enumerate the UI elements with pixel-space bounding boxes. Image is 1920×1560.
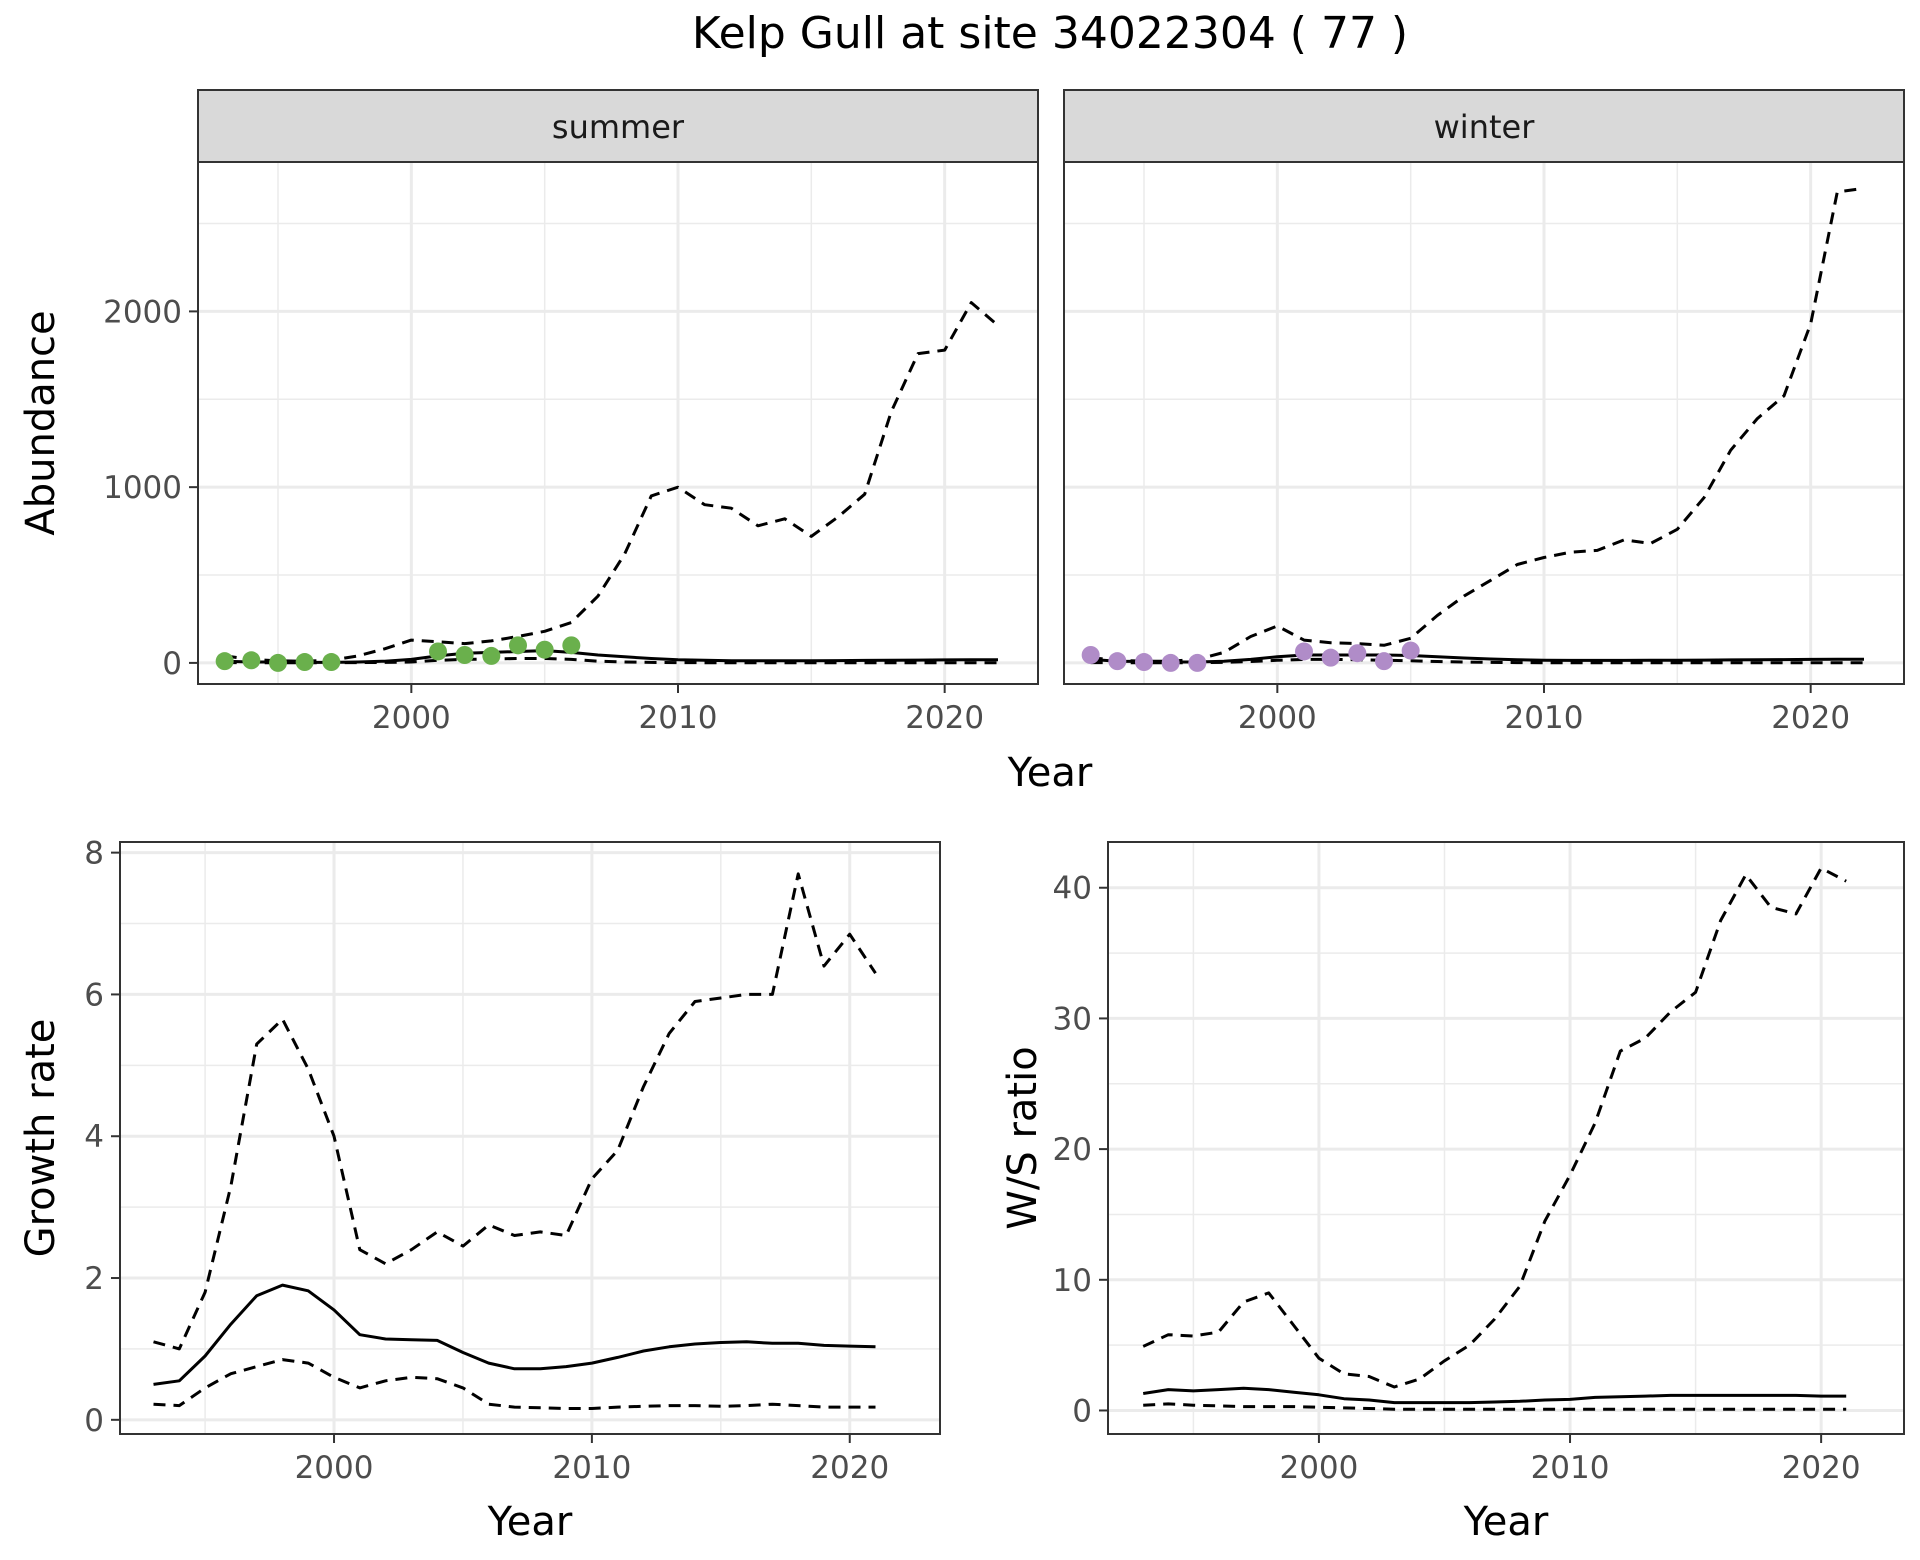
y-tick-label: 6 <box>84 977 104 1013</box>
y-tick-label: 2000 <box>103 294 182 330</box>
observed-point <box>1081 646 1100 664</box>
observed-point <box>1401 641 1420 660</box>
observed-point <box>242 651 261 670</box>
series-estimate-line <box>1142 1386 1847 1405</box>
y-tick-label: 10 <box>1053 1263 1092 1299</box>
x-tick-label: 2000 <box>295 1450 374 1486</box>
observed-point <box>1348 644 1367 663</box>
x-axis-title: Year <box>1463 1499 1549 1545</box>
series-upper-line <box>153 872 877 1351</box>
panel-winter: winter 2000 2010 2020 <box>1063 89 1905 736</box>
facet-strip <box>197 89 1039 163</box>
x-tick-label: 2010 <box>1531 1450 1610 1486</box>
series-lower-line <box>153 1358 876 1410</box>
y-tick-label: 1000 <box>103 470 182 506</box>
y-axis-title: Abundance <box>18 310 64 535</box>
observed-point <box>1375 652 1393 671</box>
x-tick-label: 2000 <box>1279 1450 1358 1486</box>
observed-point <box>215 652 234 671</box>
facet-strip-label: winter <box>1434 108 1536 146</box>
x-tick-label: 2000 <box>1238 700 1317 736</box>
series-estimate-line <box>153 1283 876 1386</box>
observed-point <box>295 653 314 672</box>
series-upper-line <box>1142 866 1847 1389</box>
plot-background <box>1064 162 1904 684</box>
observed-point <box>1161 653 1180 672</box>
series-lower-line <box>1090 657 1864 665</box>
observed-point <box>562 636 581 655</box>
y-tick-label: 40 <box>1053 871 1092 907</box>
x-axis-title: Year <box>487 1499 573 1545</box>
plot-background <box>1108 842 1904 1434</box>
series-upper-line <box>224 301 999 663</box>
top-x-axis-title: Year <box>1007 750 1093 796</box>
x-tick-label: 2020 <box>1771 700 1850 736</box>
plot-background <box>198 162 1038 684</box>
facet-strip <box>1063 89 1905 163</box>
panel-growth: 2000 2010 2020 0 2 4 6 8 Growth rate Year <box>18 836 941 1545</box>
observed-point <box>1108 652 1127 671</box>
x-tick-label: 2020 <box>810 1450 889 1486</box>
plot-background <box>120 842 940 1434</box>
y-axis-title: W/S ratio <box>1000 1046 1046 1229</box>
panel-ratio: 2000 2010 2020 0 10 20 30 40 W/S ratio Year <box>1000 841 1905 1545</box>
y-tick-label: 4 <box>84 1119 104 1155</box>
facet-strip-label: summer <box>552 108 685 146</box>
y-tick-label: 0 <box>1072 1393 1092 1429</box>
x-tick-label: 2010 <box>1505 700 1584 736</box>
observed-point <box>1188 653 1207 672</box>
x-tick-label: 2000 <box>372 700 451 736</box>
observed-point <box>535 640 554 659</box>
observed-point <box>509 636 527 655</box>
panel-border <box>1107 841 1905 1435</box>
series-lower-line <box>224 657 998 665</box>
y-tick-label: 0 <box>162 646 182 682</box>
x-tick-label: 2020 <box>1782 1450 1861 1486</box>
observed-point <box>455 646 474 664</box>
observed-point <box>269 653 287 672</box>
x-tick-label: 2010 <box>552 1450 631 1486</box>
y-tick-label: 30 <box>1053 1001 1092 1037</box>
observed-point <box>1295 642 1313 661</box>
y-tick-label: 2 <box>84 1261 104 1297</box>
observed-point <box>482 646 501 665</box>
panel-summer: summer 2000 2010 2020 0 1000 2000 Abundance <box>18 89 1039 736</box>
observed-point <box>429 642 447 661</box>
y-axis-title: Growth rate <box>18 1019 64 1258</box>
series-lower-line <box>1143 1402 1847 1411</box>
x-tick-label: 2020 <box>905 700 984 736</box>
chart-title: Kelp Gull at site 34022304 ( 77 ) <box>692 8 1408 59</box>
series-upper-line <box>1090 186 1865 663</box>
x-tick-label: 2010 <box>639 700 718 736</box>
observed-point <box>1321 648 1340 667</box>
y-tick-label: 20 <box>1053 1132 1092 1168</box>
panel-border <box>119 841 941 1435</box>
observed-point <box>1135 653 1153 672</box>
y-tick-label: 0 <box>84 1403 104 1439</box>
y-tick-label: 8 <box>84 836 104 872</box>
observed-point <box>322 653 341 672</box>
